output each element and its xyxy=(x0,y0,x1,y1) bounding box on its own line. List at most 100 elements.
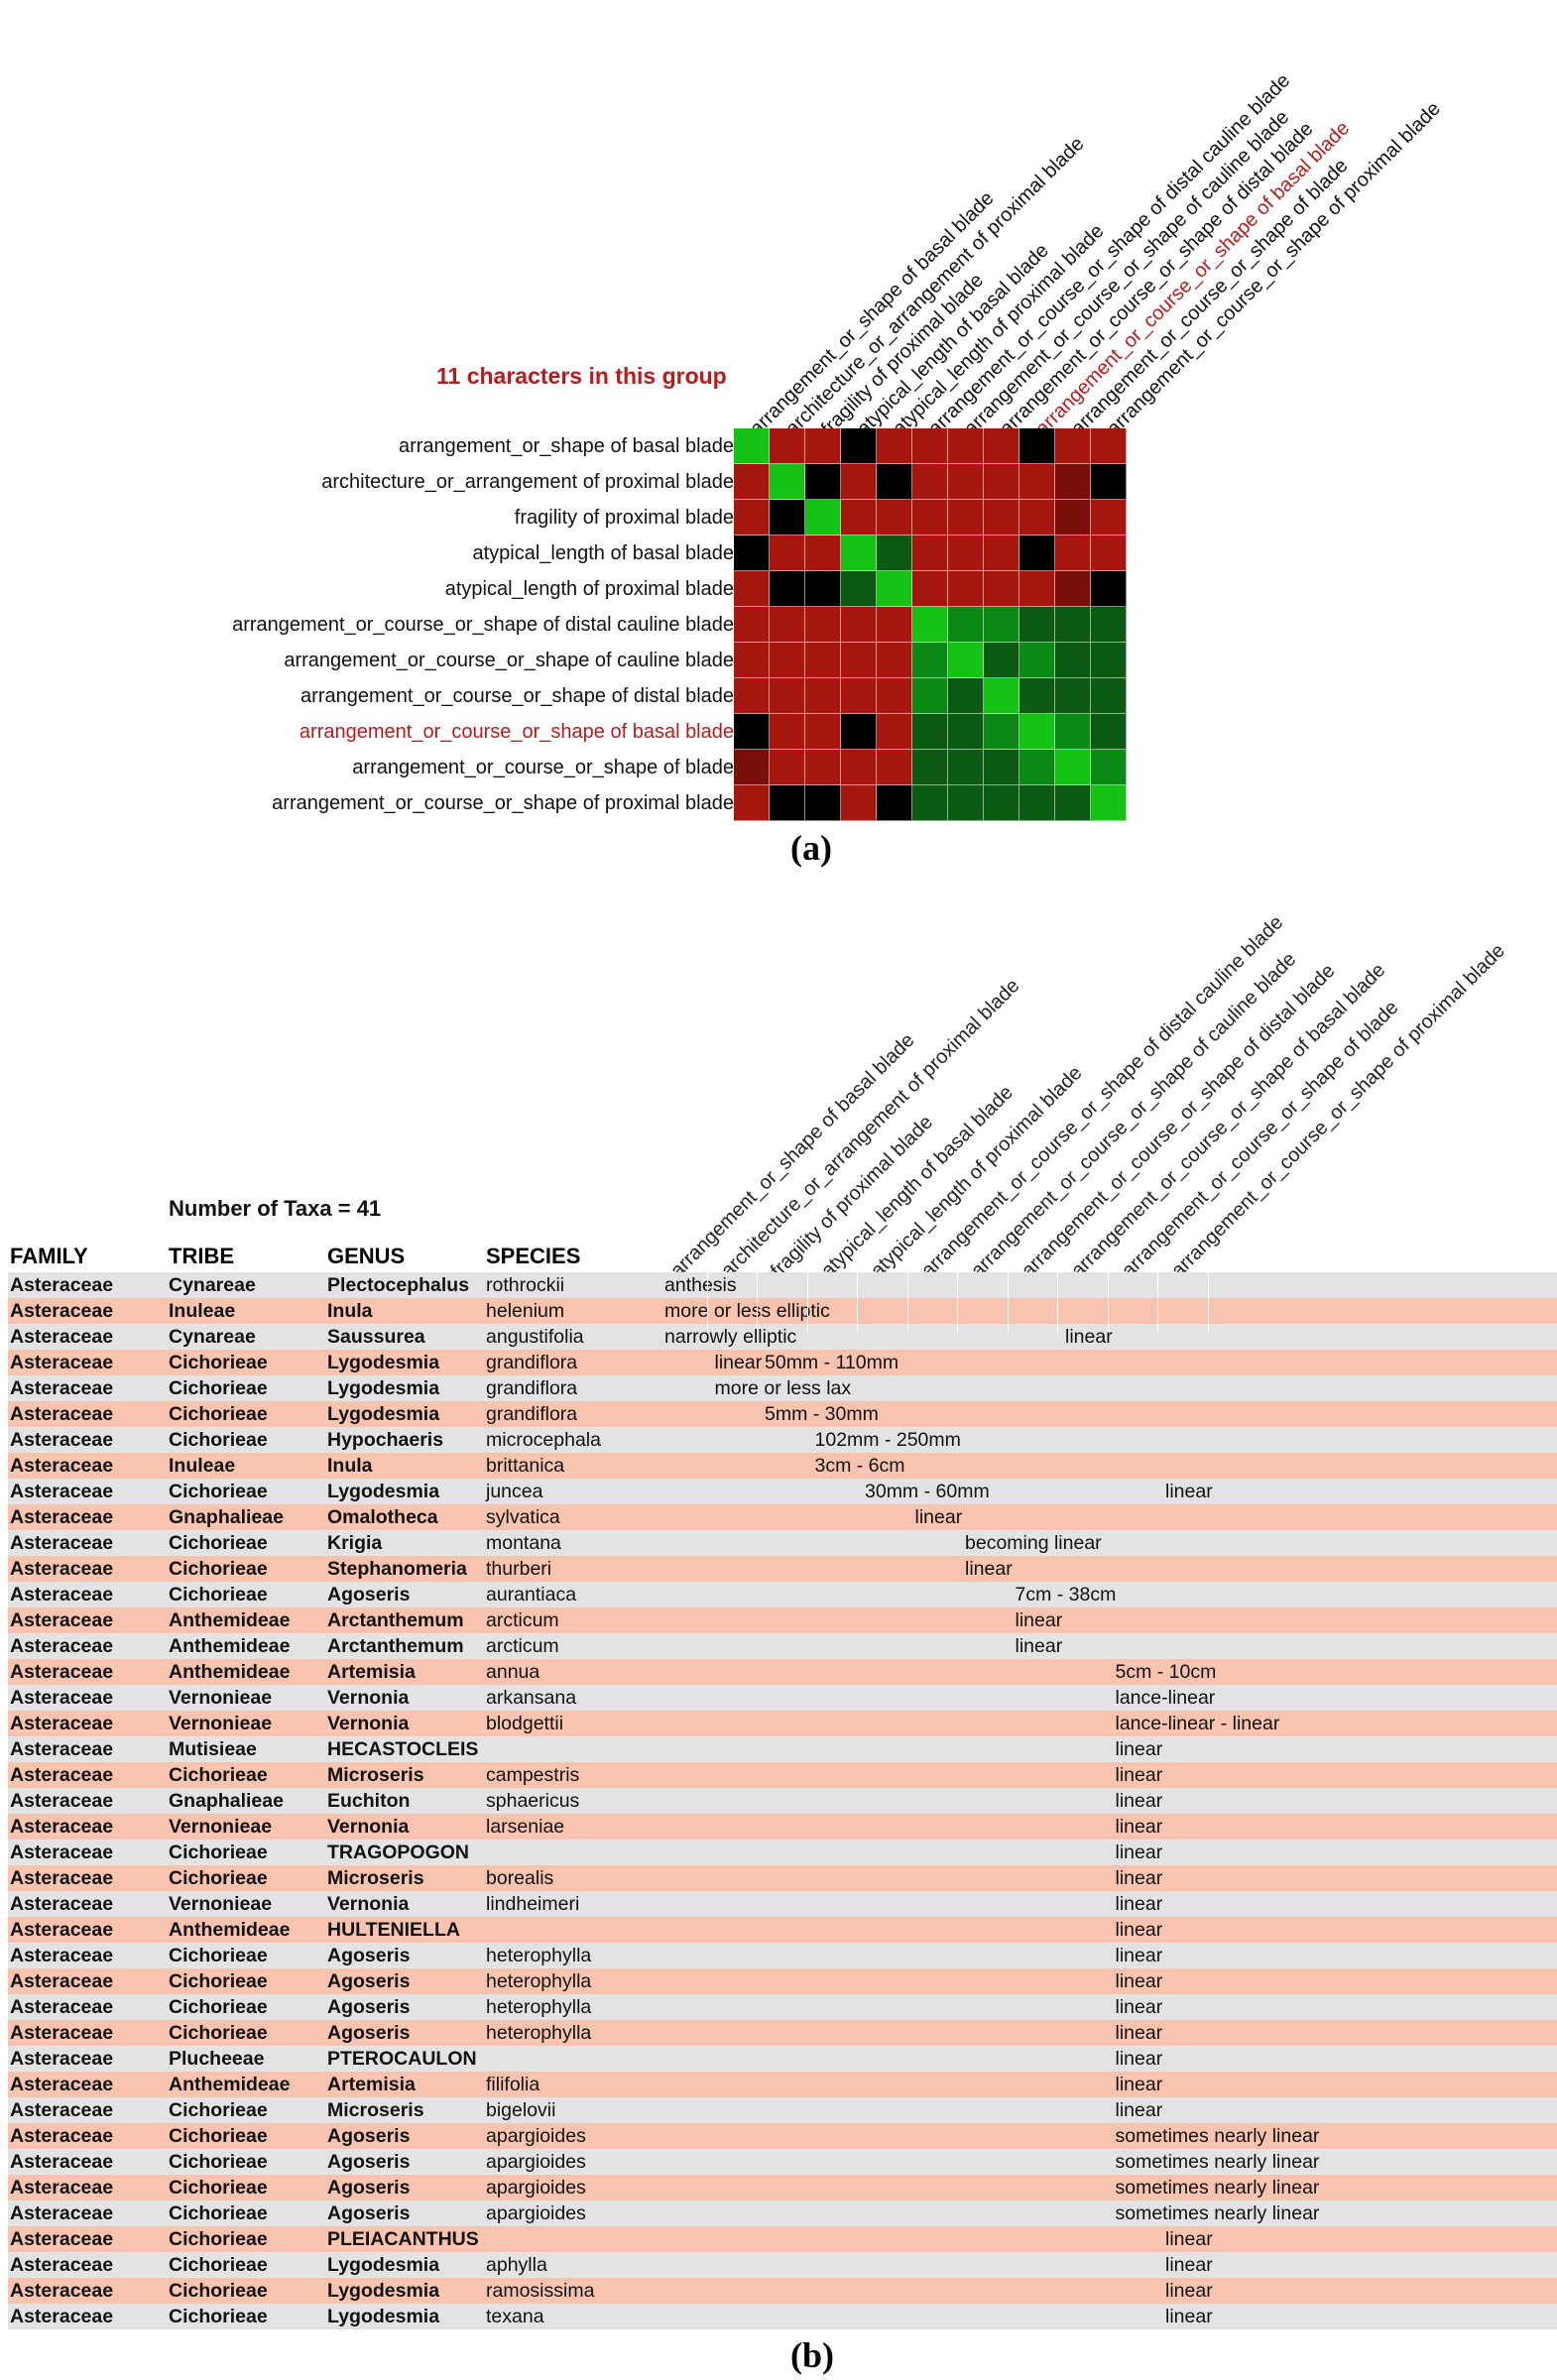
heatmap-cell[interactable] xyxy=(1019,571,1055,607)
heatmap-cell[interactable] xyxy=(912,428,948,464)
heatmap-cell[interactable] xyxy=(1055,785,1091,821)
table-row[interactable]: Asteraceae Cichorieae Agoseris heterophylla… xyxy=(8,1943,1557,1968)
heatmap-cell[interactable] xyxy=(1091,785,1127,821)
heatmap-cell[interactable] xyxy=(984,500,1019,536)
heatmap-cell[interactable] xyxy=(1055,714,1091,750)
heatmap-cell[interactable] xyxy=(1019,464,1055,500)
table-row[interactable]: Asteraceae Inuleae Inula brittanica 3cm - 6c… xyxy=(8,1453,1557,1479)
heatmap-row-label[interactable]: atypical_length of proximal blade xyxy=(444,578,734,600)
heatmap-cell[interactable] xyxy=(984,464,1019,500)
heatmap-cell[interactable] xyxy=(984,536,1019,571)
heatmap-cell[interactable] xyxy=(770,714,805,750)
table-row[interactable]: Asteraceae Cichorieae Lygodesmia grandiflor… xyxy=(8,1401,1557,1427)
heatmap-cell[interactable] xyxy=(770,678,805,714)
heatmap-cell[interactable] xyxy=(948,500,984,536)
heatmap-row-label[interactable]: arrangement_or_course_or_shape of proxim… xyxy=(272,792,734,814)
heatmap-cell[interactable] xyxy=(877,714,912,750)
heatmap-cell[interactable] xyxy=(1019,643,1055,678)
heatmap-cell[interactable] xyxy=(734,428,770,464)
heatmap-cell[interactable] xyxy=(1055,428,1091,464)
heatmap-cell[interactable] xyxy=(912,536,948,571)
heatmap-cell[interactable] xyxy=(948,678,984,714)
heatmap-row-label[interactable]: arrangement_or_course_or_shape of basal … xyxy=(299,721,734,743)
heatmap-cell[interactable] xyxy=(1055,571,1091,607)
column-header[interactable]: SPECIES xyxy=(486,1244,581,1268)
table-row[interactable]: Asteraceae Cichorieae Hypochaeris microceph… xyxy=(8,1427,1557,1453)
heatmap-cell[interactable] xyxy=(1055,536,1091,571)
heatmap-cell[interactable] xyxy=(948,428,984,464)
heatmap-cell[interactable] xyxy=(734,643,770,678)
heatmap-cell[interactable] xyxy=(984,607,1019,643)
heatmap-cell[interactable] xyxy=(984,428,1019,464)
heatmap-cell[interactable] xyxy=(912,571,948,607)
heatmap-cell[interactable] xyxy=(1091,428,1127,464)
table-row[interactable]: Asteraceae Anthemideae Artemisia filifolia l… xyxy=(8,2072,1557,2097)
heatmap-cell[interactable] xyxy=(841,785,877,821)
heatmap-cell[interactable] xyxy=(984,785,1019,821)
heatmap-cell[interactable] xyxy=(841,714,877,750)
heatmap-cell[interactable] xyxy=(734,678,770,714)
column-header[interactable]: FAMILY xyxy=(10,1244,88,1268)
heatmap-cell[interactable] xyxy=(912,785,948,821)
heatmap-cell[interactable] xyxy=(841,678,877,714)
heatmap-cell[interactable] xyxy=(877,428,912,464)
heatmap-cell[interactable] xyxy=(984,678,1019,714)
heatmap-cell[interactable] xyxy=(805,750,841,785)
table-row[interactable]: Asteraceae Cichorieae Krigia montana becomin… xyxy=(8,1530,1557,1556)
heatmap-cell[interactable] xyxy=(841,643,877,678)
table-row[interactable]: Asteraceae Cichorieae Agoseris apargioides s… xyxy=(8,2175,1557,2201)
heatmap-cell[interactable] xyxy=(1091,643,1127,678)
heatmap-cell[interactable] xyxy=(734,785,770,821)
heatmap-cell[interactable] xyxy=(734,750,770,785)
table-row[interactable]: Asteraceae Cichorieae Microseris borealis li… xyxy=(8,1865,1557,1891)
table-row[interactable]: Asteraceae Plucheeae PTEROCAULON linear xyxy=(8,2046,1557,2072)
table-row[interactable]: Asteraceae Vernonieae Vernonia arkansana lan… xyxy=(8,1685,1557,1711)
table-row[interactable]: Asteraceae Cichorieae Lygodesmia juncea 30mm… xyxy=(8,1479,1557,1504)
heatmap-cell[interactable] xyxy=(1019,536,1055,571)
heatmap-cell[interactable] xyxy=(1019,750,1055,785)
heatmap-cell[interactable] xyxy=(1019,428,1055,464)
heatmap-cell[interactable] xyxy=(805,571,841,607)
table-row[interactable]: Asteraceae Cynareae Saussurea angustifolia n… xyxy=(8,1324,1557,1350)
table-row[interactable]: Asteraceae Gnaphalieae Omalotheca sylvatica… xyxy=(8,1504,1557,1530)
heatmap-cell[interactable] xyxy=(912,714,948,750)
heatmap-cell[interactable] xyxy=(1019,785,1055,821)
heatmap-cell[interactable] xyxy=(841,536,877,571)
heatmap-cell[interactable] xyxy=(770,428,805,464)
table-row[interactable]: Asteraceae Cichorieae Microseris bigelovii l… xyxy=(8,2097,1557,2123)
heatmap-cell[interactable] xyxy=(1055,643,1091,678)
heatmap-cell[interactable] xyxy=(948,785,984,821)
heatmap-cell[interactable] xyxy=(805,500,841,536)
heatmap-cell[interactable] xyxy=(948,464,984,500)
table-row[interactable]: Asteraceae Cichorieae Lygodesmia grandiflor… xyxy=(8,1350,1557,1375)
table-row[interactable]: Asteraceae Mutisieae HECASTOCLEIS linear xyxy=(8,1736,1557,1762)
table-row[interactable]: Asteraceae Cichorieae Stephanomeria thurber… xyxy=(8,1556,1557,1582)
heatmap-cell[interactable] xyxy=(770,536,805,571)
heatmap-cell[interactable] xyxy=(770,571,805,607)
column-header[interactable]: TRIBE xyxy=(169,1244,234,1268)
heatmap-cell[interactable] xyxy=(1091,500,1127,536)
heatmap-cell[interactable] xyxy=(1019,500,1055,536)
heatmap-cell[interactable] xyxy=(984,571,1019,607)
heatmap-cell[interactable] xyxy=(805,607,841,643)
table-row[interactable]: Asteraceae Anthemideae HULTENIELLA linear xyxy=(8,1917,1557,1943)
heatmap-cell[interactable] xyxy=(1091,607,1127,643)
heatmap-row-label[interactable]: fragility of proximal blade xyxy=(514,507,734,529)
table-row[interactable]: Asteraceae Cichorieae Agoseris aurantiaca 7c… xyxy=(8,1582,1557,1607)
heatmap-row-label[interactable]: architecture_or_arrangement of proximal … xyxy=(321,471,734,493)
table-row[interactable]: Asteraceae Cichorieae Lygodesmia grandiflor… xyxy=(8,1375,1557,1401)
heatmap-row-label[interactable]: arrangement_or_course_or_shape of distal… xyxy=(232,614,734,636)
heatmap-cell[interactable] xyxy=(841,607,877,643)
table-row[interactable]: Asteraceae Cichorieae Agoseris heterophylla… xyxy=(8,1968,1557,1994)
column-header[interactable]: GENUS xyxy=(327,1244,406,1268)
heatmap-cell[interactable] xyxy=(912,464,948,500)
heatmap-cell[interactable] xyxy=(1055,750,1091,785)
heatmap-cell[interactable] xyxy=(984,643,1019,678)
table-row[interactable]: Asteraceae Vernonieae Vernonia blodgettii la… xyxy=(8,1711,1557,1736)
heatmap-cell[interactable] xyxy=(1019,678,1055,714)
heatmap-cell[interactable] xyxy=(1055,678,1091,714)
table-row[interactable]: Asteraceae Cichorieae Agoseris apargioides s… xyxy=(8,2149,1557,2175)
heatmap-cell[interactable] xyxy=(948,536,984,571)
heatmap-cell[interactable] xyxy=(734,571,770,607)
heatmap-cell[interactable] xyxy=(877,607,912,643)
